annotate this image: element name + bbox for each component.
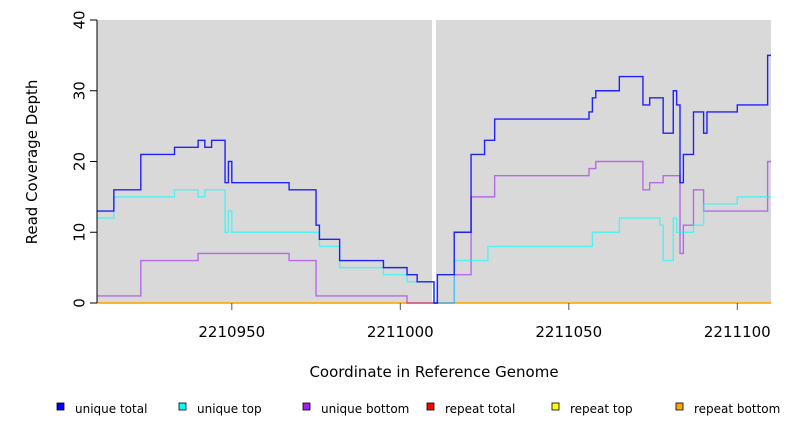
legend-item: unique top [178,402,262,416]
legend-swatch [302,402,311,411]
legend-label: repeat bottom [694,402,780,416]
legend-swatch [56,402,65,411]
legend-item: repeat top [551,402,633,416]
legend-label: unique bottom [321,402,409,416]
legend-label: unique top [197,402,262,416]
series-line-unique-bottom [97,160,771,304]
legend-swatch [551,402,560,411]
legend-item: unique total [56,402,147,416]
y-tick-label: 20 [70,152,88,171]
gap-line [432,20,436,303]
x-axis: 2210950 2211000 2211050 2211100 [198,303,771,341]
x-tick-label: 2211050 [535,323,602,341]
y-tick-label: 30 [70,81,88,100]
legend-swatch [426,402,435,411]
legend: unique total unique top unique bottom repea… [56,402,780,416]
legend-label: repeat total [445,402,515,416]
y-tick-label: 40 [70,10,88,29]
y-axis: 0 10 20 30 40 [70,10,98,308]
gap-marker [432,20,436,303]
x-tick-label: 2211100 [704,323,771,341]
legend-item: repeat total [426,402,515,416]
legend-label: repeat top [570,402,633,416]
y-tick-label: 0 [70,298,88,308]
series-lines [97,54,771,304]
legend-label: unique total [75,402,147,416]
x-tick-label: 2211000 [367,323,434,341]
x-axis-label: Coordinate in Reference Genome [309,363,558,381]
y-tick-label: 10 [70,223,88,242]
x-tick-label: 2210950 [198,323,265,341]
legend-item: repeat bottom [675,402,780,416]
y-axis-label: Read Coverage Depth [23,80,41,245]
legend-swatch [675,402,684,411]
legend-item: unique bottom [302,402,409,416]
series-line-unique-total [97,54,771,304]
legend-swatch [178,402,187,411]
